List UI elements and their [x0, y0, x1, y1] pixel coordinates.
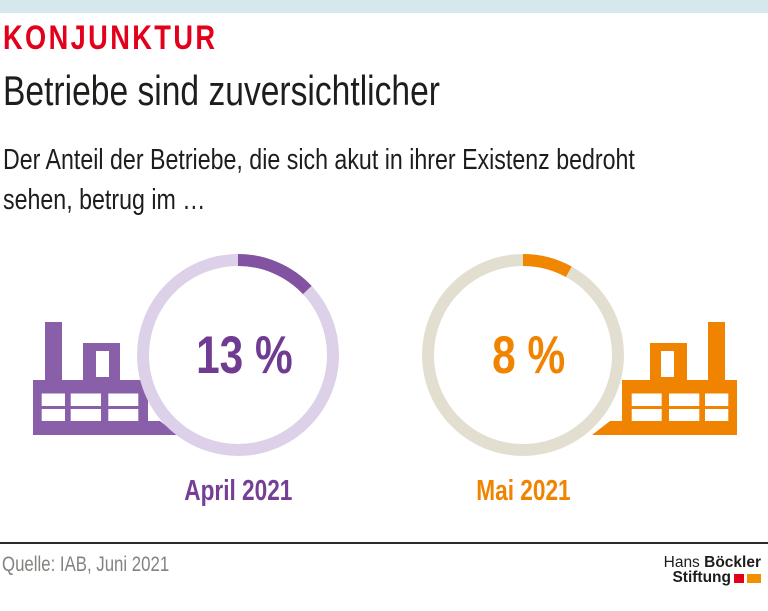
logo-orange-square-icon: [747, 573, 761, 583]
logo-line-2: Stiftung: [664, 569, 761, 586]
source-note: Quelle: IAB, Juni 2021: [2, 552, 211, 577]
donut-label-april-text: April 2021: [183, 475, 293, 507]
kicker: KONJUNKTUR: [3, 21, 271, 55]
logo-boeckler: Böckler: [704, 554, 761, 571]
logo-stiftung: Stiftung: [672, 569, 731, 586]
donut-label-mai-text: Mai 2021: [475, 475, 571, 507]
page-title: Betriebe sind zuversichtlicher: [3, 70, 549, 112]
donut-inner-mask: [433, 265, 613, 445]
donut-arc: [422, 254, 624, 456]
subtitle: Der Anteil der Betriebe, die sich akut i…: [3, 140, 768, 220]
logo-hans: Hans: [663, 554, 700, 571]
factory-icon-mirrored: [592, 322, 737, 435]
footer-divider: [0, 542, 768, 544]
logo-red-square-icon: [734, 573, 744, 583]
source-note-text: Quelle: IAB, Juni 2021: [2, 553, 170, 576]
donut-label-mai: Mai 2021: [423, 477, 623, 506]
hans-boeckler-stiftung-logo: Hans Böckler Stiftung: [663, 554, 761, 586]
donut-value-april: 13 %: [132, 249, 344, 461]
page-title-text: Betriebe sind zuversichtlicher: [3, 67, 440, 114]
donut-value-april-text: 13 %: [195, 325, 293, 385]
donut-value-mai-text: 8 %: [492, 325, 566, 385]
donut-label-april: April 2021: [138, 477, 338, 506]
donut-chart-april: [137, 254, 339, 456]
donut-inner-mask: [148, 265, 328, 445]
subtitle-line-1: Der Anteil der Betriebe, die sich akut i…: [3, 144, 635, 176]
logo-line-1: Hans Böckler: [663, 554, 761, 571]
factory-icon: [33, 322, 178, 435]
top-accent-bar: [0, 0, 768, 13]
subtitle-line-2: sehen, betrug im …: [3, 184, 206, 216]
donut-value-mai: 8 %: [417, 249, 629, 461]
donut-chart-mai: [422, 254, 624, 456]
donut-arc: [137, 254, 339, 456]
kicker-text: KONJUNKTUR: [3, 19, 218, 57]
